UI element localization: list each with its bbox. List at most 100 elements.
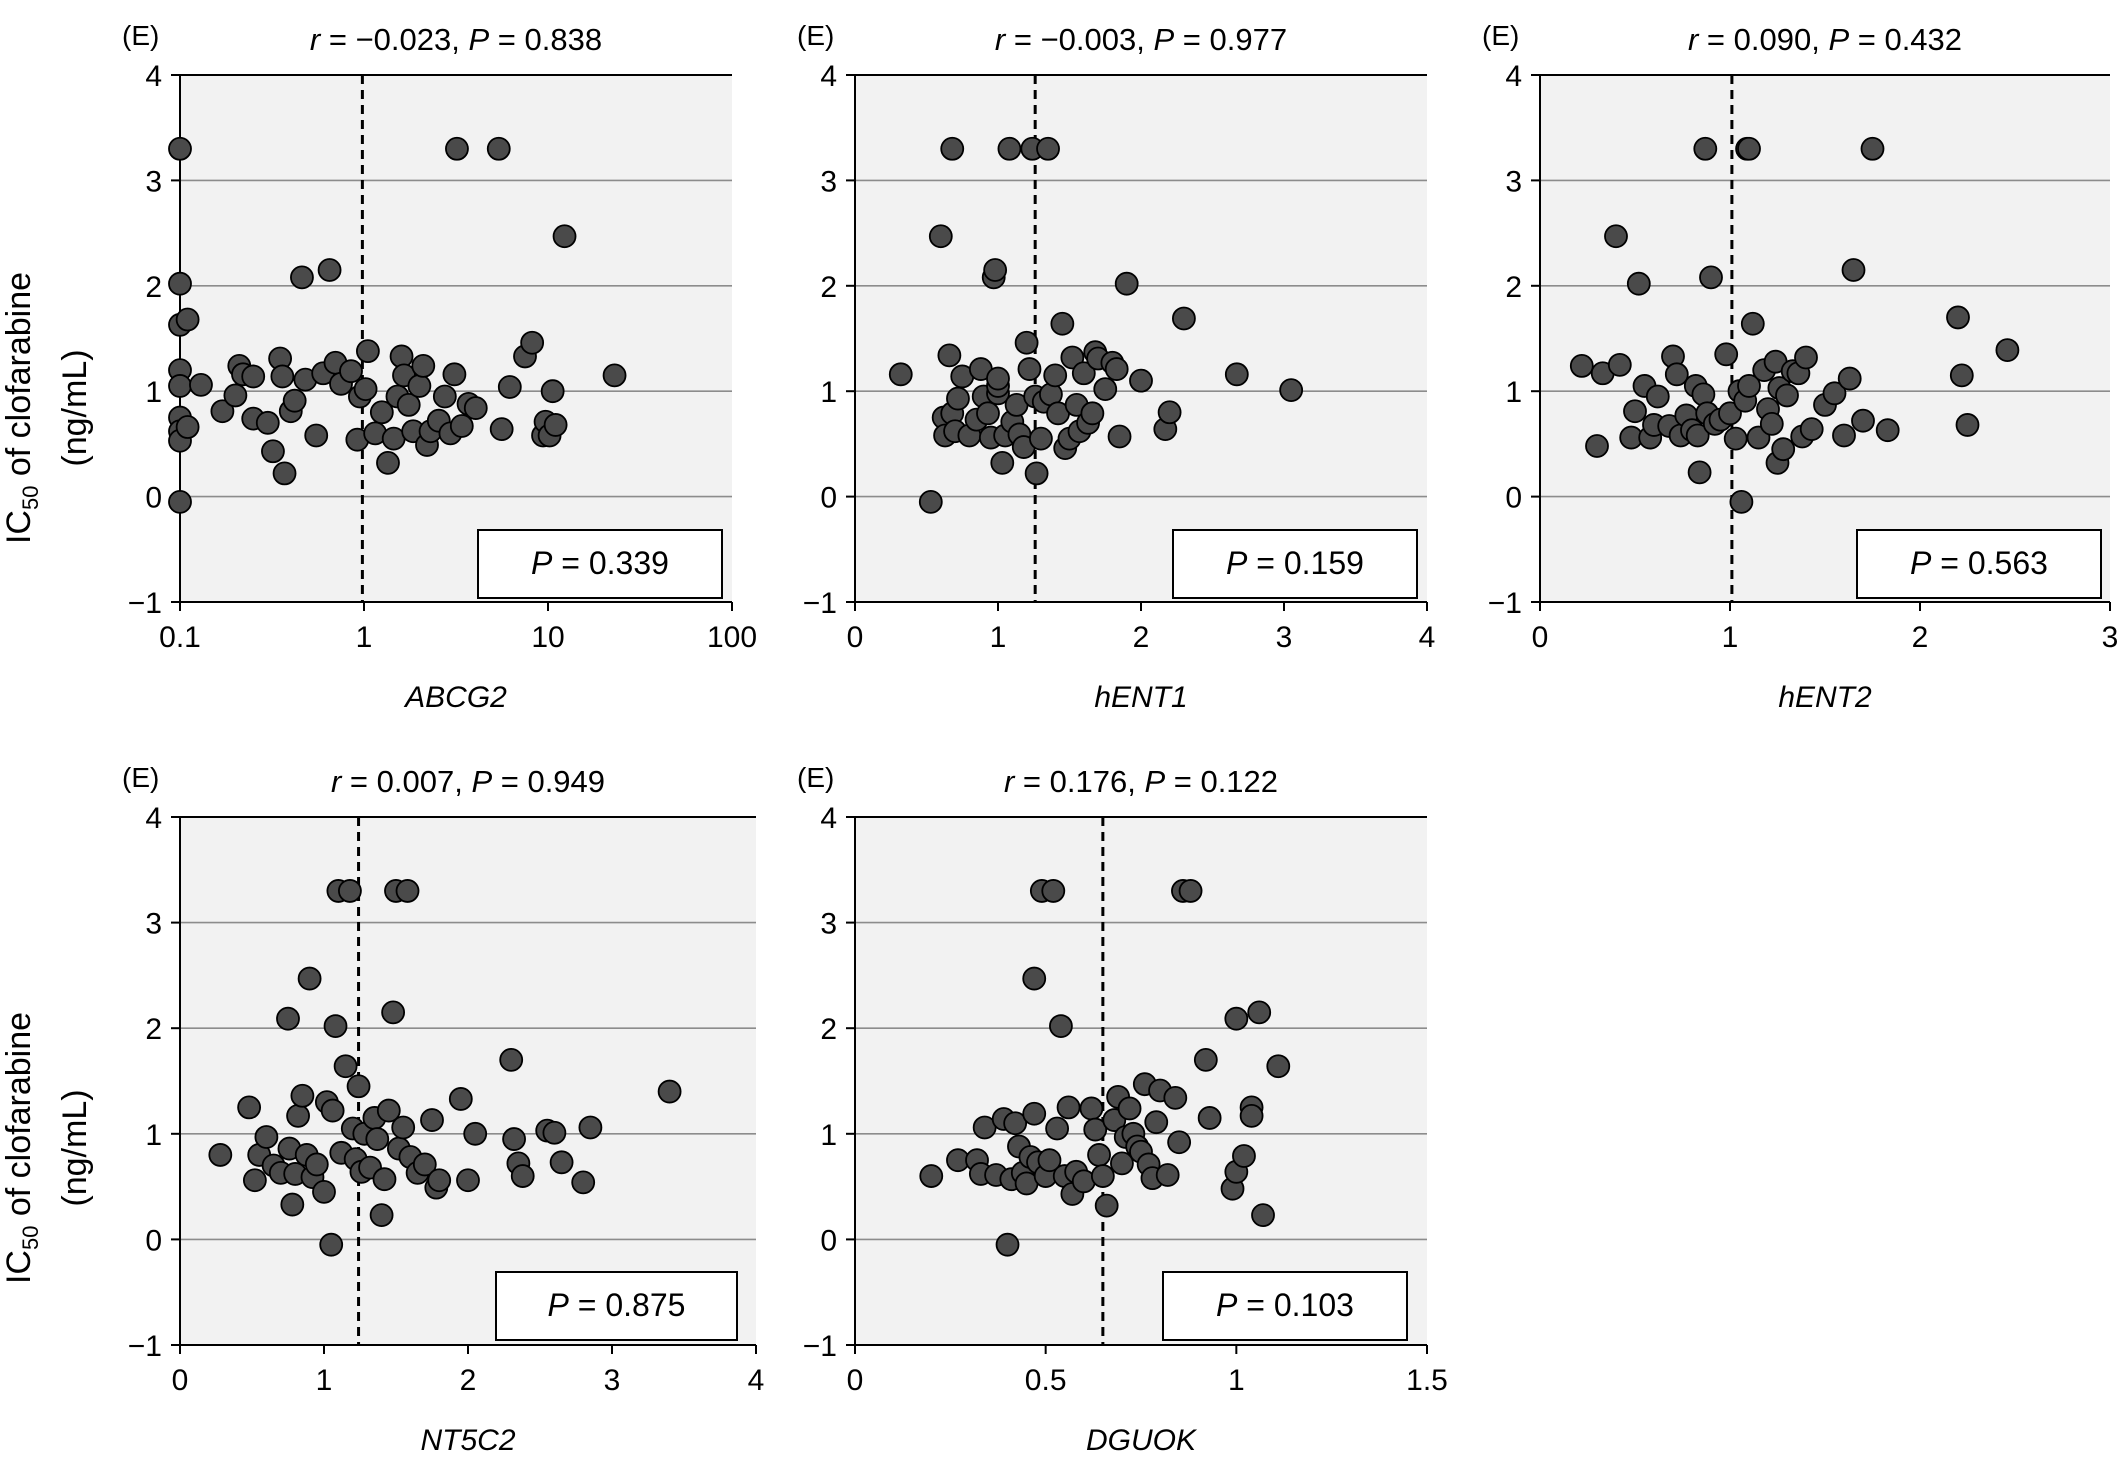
data-point xyxy=(1104,357,1129,381)
y-tick-label: 2 xyxy=(145,271,162,304)
data-point xyxy=(1685,423,1710,448)
data-point xyxy=(918,489,943,514)
data-point xyxy=(1224,362,1249,387)
scatter-panel-1: −1 0 1 2 3 4 0.1 1 10 100 P = 0.339 (E) r = −0.023, … xyxy=(122,20,757,714)
title-segment: = 0.977 xyxy=(1174,22,1287,57)
data-point xyxy=(1626,271,1651,296)
x-tick-label: 2 xyxy=(1912,621,1929,654)
scatter-panel-2: −1 0 1 2 3 4 0 1 2 3 4 P = 0.159 (E) r = −0.003, P = … xyxy=(797,20,1435,714)
data-point xyxy=(168,271,192,296)
data-point xyxy=(1714,342,1739,367)
data-point xyxy=(986,366,1010,391)
y-axis-label-line2: (ng/mL) xyxy=(55,349,94,467)
scatter-panel-5: −1 0 1 2 3 4 0 0.5 1 1.5 P = 0.103 (E) r = 0.176, P … xyxy=(797,762,1448,1457)
title-segment: = 0.159 xyxy=(1247,545,1364,581)
x-tick-label: 0 xyxy=(172,1364,189,1397)
data-point xyxy=(983,258,1008,282)
data-point xyxy=(449,414,474,438)
data-point xyxy=(272,461,297,486)
data-point xyxy=(168,136,192,161)
data-point xyxy=(282,388,307,413)
y-tick-label: 4 xyxy=(145,60,162,93)
title-segment: = 0.122 xyxy=(1165,764,1278,799)
title-segment: = 0.176, xyxy=(1014,764,1144,799)
data-point xyxy=(1080,401,1105,426)
x-tick-label: 0.5 xyxy=(1025,1364,1067,1397)
title-segment: P xyxy=(1828,22,1849,57)
data-point xyxy=(1251,1203,1275,1228)
data-point xyxy=(407,374,432,398)
y-axis-label-line1: IC50 of clofarabine xyxy=(0,1011,43,1285)
data-point xyxy=(1071,361,1096,386)
data-point xyxy=(946,386,970,411)
x-tick-label: 10 xyxy=(531,621,564,654)
data-point xyxy=(1794,345,1818,370)
data-point xyxy=(1197,1106,1222,1130)
x-axis-label: hENT1 xyxy=(1094,681,1187,714)
y-tick-label: 0 xyxy=(145,482,162,515)
data-point xyxy=(1049,1014,1073,1038)
data-point xyxy=(486,136,511,161)
data-point xyxy=(1193,1047,1218,1072)
stat-box-text: P = 0.159 xyxy=(1226,545,1364,581)
panel-title: r = 0.090, P = 0.432 xyxy=(1688,22,1962,57)
data-point xyxy=(1247,1000,1272,1025)
x-axis-label: DGUOK xyxy=(1086,1424,1198,1457)
data-point xyxy=(1110,1151,1134,1176)
title-segment: r xyxy=(310,22,322,57)
x-tick-label: 100 xyxy=(707,621,757,654)
data-point xyxy=(1946,305,1970,330)
plot-area xyxy=(855,75,1427,602)
data-point xyxy=(445,136,469,161)
title-segment: = −0.023, xyxy=(320,22,468,57)
data-point xyxy=(304,423,329,448)
scatter-panel-3: −1 0 1 2 3 4 0 1 2 3 P = 0.563 (E) r = 0.090, P = 0.… xyxy=(1482,20,2118,714)
data-point xyxy=(1239,1103,1264,1128)
stat-box xyxy=(477,529,723,599)
data-point xyxy=(888,362,913,387)
data-point xyxy=(369,1203,394,1228)
stat-box xyxy=(1162,1271,1408,1341)
data-point xyxy=(497,375,522,399)
data-point xyxy=(571,1170,596,1195)
title-segment: = 0.432 xyxy=(1849,22,1962,57)
stat-box-text: P = 0.875 xyxy=(548,1287,686,1323)
data-point xyxy=(602,363,627,388)
data-point xyxy=(175,307,200,332)
data-point xyxy=(1771,437,1796,462)
data-point xyxy=(381,1000,406,1025)
data-point xyxy=(412,1152,437,1177)
data-point xyxy=(1699,265,1723,290)
data-point xyxy=(1090,1164,1115,1188)
data-point xyxy=(1837,366,1862,391)
y-tick-label: 4 xyxy=(820,60,837,93)
panel-tag: (E) xyxy=(122,20,159,51)
data-point xyxy=(242,1168,267,1193)
y-axis-label-line1: IC50 of clofarabine xyxy=(0,271,43,545)
data-point xyxy=(369,400,394,425)
title-segment: P xyxy=(1910,545,1932,581)
y-tick-label: −1 xyxy=(803,1330,837,1363)
data-point xyxy=(657,1079,682,1104)
x-tick-label: 1 xyxy=(1722,621,1739,654)
data-point xyxy=(323,1014,348,1038)
data-point xyxy=(937,343,962,368)
data-point xyxy=(1585,434,1609,458)
data-point xyxy=(542,1120,567,1145)
title-segment: = 0.103 xyxy=(1237,1287,1354,1323)
plot-area xyxy=(180,817,756,1345)
data-point xyxy=(1050,311,1075,336)
title-segment: = 0.007, xyxy=(341,764,471,799)
data-point xyxy=(578,1115,603,1140)
stat-box xyxy=(1172,529,1418,599)
title-segment: = 0.090, xyxy=(1698,22,1828,57)
data-point xyxy=(1851,408,1875,433)
data-point xyxy=(1949,363,1974,388)
data-point xyxy=(1723,426,1748,451)
data-point xyxy=(1036,136,1060,161)
data-point xyxy=(1279,378,1304,403)
data-point xyxy=(280,1192,305,1217)
data-point xyxy=(1114,271,1139,296)
x-tick-label: 0.1 xyxy=(159,621,201,654)
panel-title: r = −0.003, P = 0.977 xyxy=(995,22,1287,57)
